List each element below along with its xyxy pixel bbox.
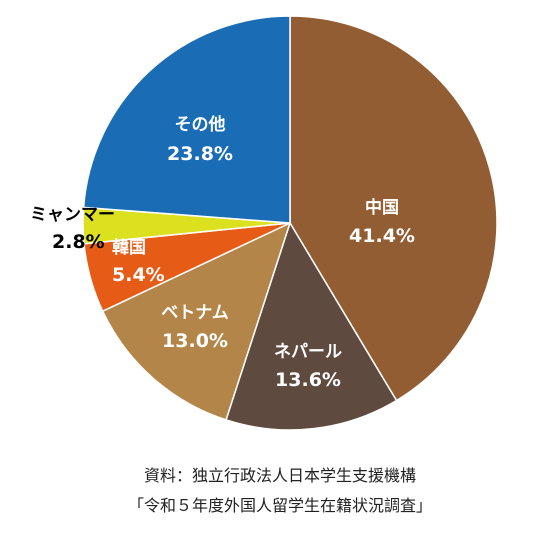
slice-value-label-3: 13.0% [162, 330, 228, 352]
slice-category-label-4: 韓国 [112, 237, 146, 258]
slice-value-label-5: 2.8% [52, 231, 105, 253]
source-line-1: 資料：独立行政法人日本学生支援機構 [143, 466, 416, 485]
pie-slices [82, 15, 498, 431]
pie-slice-6 [82, 15, 291, 224]
slice-value-label-2: 13.6% [275, 369, 341, 391]
slice-value-label-4: 5.4% [112, 264, 165, 286]
slice-category-label-3: ベトナム [161, 303, 229, 323]
slice-value-label-1: 41.4% [349, 225, 415, 247]
slice-category-label-5: ミャンマー [30, 205, 115, 225]
pie-labels: 中国 41.4% ネパール 13.6% ベトナム 13.0% 韓国 5.4% ミャンマー 2.8%… [30, 114, 415, 391]
slice-category-label-1: 中国 [365, 197, 399, 218]
source-line-2: 「令和５年度外国人留学生在籍状況調査」 [127, 496, 432, 515]
slice-category-label-2: ネパール [274, 342, 342, 362]
slice-category-label-6: その他 [175, 114, 226, 135]
slice-value-label-6: 23.8% [167, 143, 233, 165]
pie-slice-2 [225, 221, 398, 431]
pie-slice-3 [101, 221, 292, 421]
pie-slice-1 [289, 15, 498, 402]
